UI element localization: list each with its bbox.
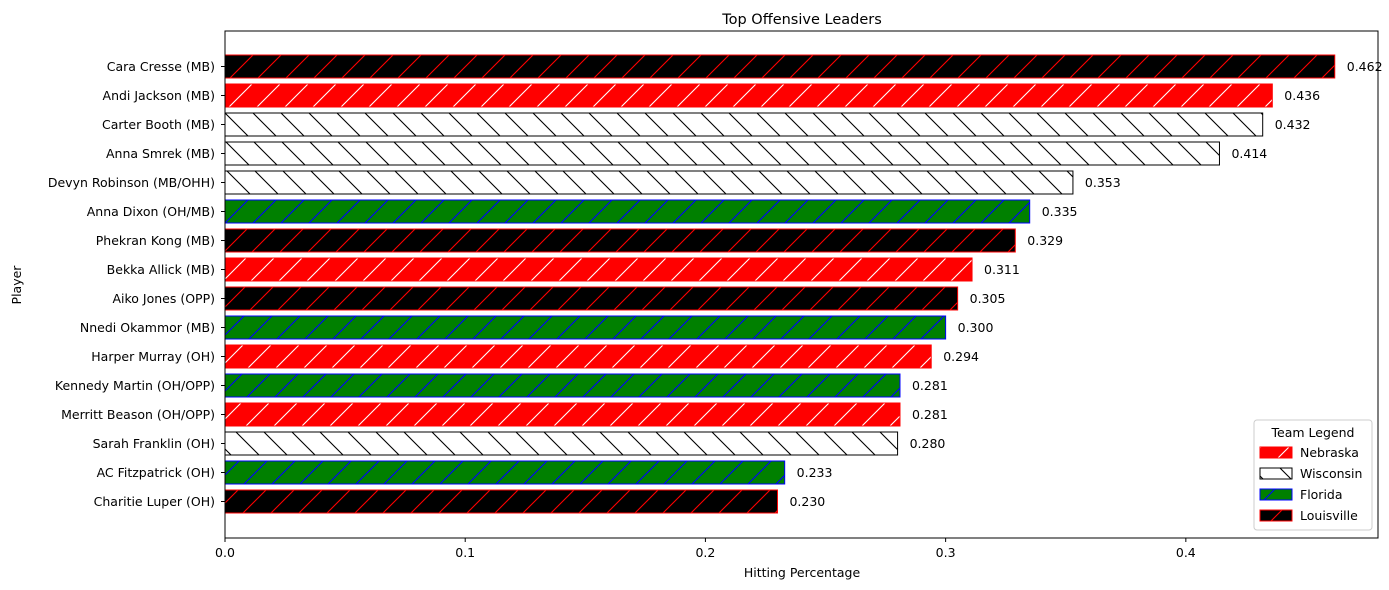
value-label: 0.281 <box>912 378 948 393</box>
y-tick-label: Cara Cresse (MB) <box>107 59 215 74</box>
y-tick-label: Anna Smrek (MB) <box>106 146 215 161</box>
bar-charitie-luper-oh <box>224 489 778 514</box>
chart-title: Top Offensive Leaders <box>721 12 882 28</box>
legend-swatch-louisville <box>1259 509 1293 522</box>
value-label: 0.414 <box>1231 146 1267 161</box>
value-label: 0.300 <box>958 320 994 335</box>
bar-merritt-beason-oh-opp <box>224 402 901 427</box>
value-label: 0.436 <box>1284 88 1320 103</box>
bar-ac-fitzpatrick-oh <box>224 460 786 485</box>
x-tick-label: 0.2 <box>695 545 715 560</box>
bar-aiko-jones-opp <box>224 286 959 311</box>
value-label: 0.462 <box>1347 59 1383 74</box>
value-label: 0.432 <box>1275 117 1311 132</box>
x-tick-label: 0.3 <box>936 545 956 560</box>
y-tick-label: Bekka Allick (MB) <box>107 262 215 277</box>
legend-label-louisville: Louisville <box>1300 508 1358 523</box>
bar-bekka-allick-mb <box>224 257 973 282</box>
value-label: 0.280 <box>910 436 946 451</box>
bar-anna-smrek-mb <box>224 141 1220 166</box>
y-axis-label: Player <box>9 265 24 305</box>
y-axis: Cara Cresse (MB) Andi Jackson (MB) Carter … <box>48 59 225 509</box>
value-label: 0.329 <box>1027 233 1063 248</box>
plot-frame <box>224 30 1379 539</box>
legend-title: Team Legend <box>1271 425 1355 440</box>
bar-nnedi-okammor-mb <box>224 315 947 340</box>
bar-devyn-robinson-mb-ohh <box>224 170 1074 195</box>
bar-andi-jackson-mb <box>224 83 1273 108</box>
value-label: 0.233 <box>797 465 833 480</box>
legend-swatch-florida <box>1259 488 1293 501</box>
legend-label-wisconsin: Wisconsin <box>1300 466 1362 481</box>
y-tick-label: Sarah Franklin (OH) <box>93 436 215 451</box>
x-axis-label: Hitting Percentage <box>744 565 861 580</box>
legend-label-florida: Florida <box>1300 487 1343 502</box>
y-tick-label: Kennedy Martin (OH/OPP) <box>55 378 215 393</box>
value-label: 0.305 <box>970 291 1006 306</box>
bar-sarah-franklin-oh <box>224 431 899 456</box>
legend: Team Legend Nebraska Wisconsin Florida Louis… <box>1253 419 1373 531</box>
bars-group <box>224 54 1336 514</box>
x-tick-label: 0.0 <box>215 545 235 560</box>
value-labels-group: 0.462 0.436 0.432 0.414 0.353 0.335 0.329 0.311… <box>789 59 1382 509</box>
x-tick-label: 0.1 <box>455 545 475 560</box>
y-tick-label: Carter Booth (MB) <box>102 117 215 132</box>
y-tick-label: Andi Jackson (MB) <box>103 88 215 103</box>
bar-carter-booth-mb <box>224 112 1264 137</box>
legend-swatch-wisconsin <box>1259 467 1293 480</box>
bar-harper-murray-oh <box>224 344 932 369</box>
y-tick-label: Nnedi Okammor (MB) <box>80 320 215 335</box>
legend-label-nebraska: Nebraska <box>1300 445 1359 460</box>
bar-anna-dixon-oh-mb <box>224 199 1031 224</box>
y-tick-label: Aiko Jones (OPP) <box>112 291 215 306</box>
value-label: 0.294 <box>943 349 979 364</box>
y-tick-label: Merritt Beason (OH/OPP) <box>61 407 215 422</box>
value-label: 0.230 <box>789 494 825 509</box>
legend-swatch-nebraska <box>1259 446 1293 459</box>
value-label: 0.281 <box>912 407 948 422</box>
y-tick-label: Anna Dixon (OH/MB) <box>87 204 215 219</box>
x-tick-label: 0.4 <box>1176 545 1196 560</box>
y-tick-label: Charitie Luper (OH) <box>94 494 215 509</box>
value-label: 0.353 <box>1085 175 1121 190</box>
x-axis: 0.0 0.1 0.2 0.3 0.4 <box>215 538 1196 560</box>
bar-phekran-kong-mb <box>224 228 1016 253</box>
bar-cara-cresse-mb <box>224 54 1336 79</box>
value-label: 0.335 <box>1042 204 1078 219</box>
value-label: 0.311 <box>984 262 1020 277</box>
y-tick-label: Harper Murray (OH) <box>91 349 215 364</box>
y-tick-label: Devyn Robinson (MB/OHH) <box>48 175 215 190</box>
y-tick-label: Phekran Kong (MB) <box>96 233 215 248</box>
y-tick-label: AC Fitzpatrick (OH) <box>97 465 215 480</box>
bar-kennedy-martin-oh-opp <box>224 373 901 398</box>
